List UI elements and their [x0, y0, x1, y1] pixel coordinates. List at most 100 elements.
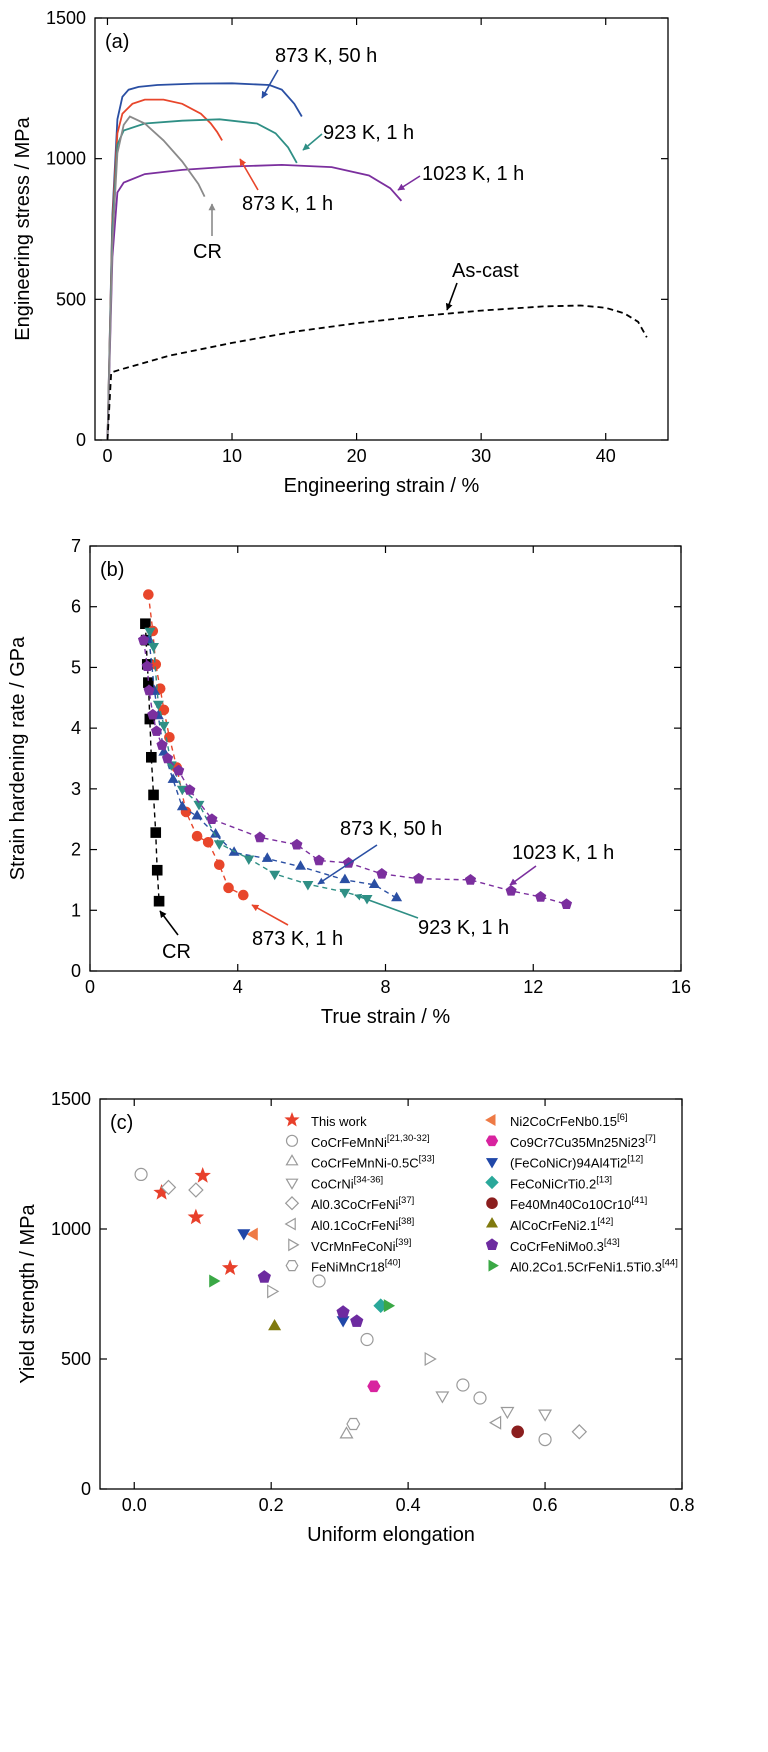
x-tick-label: 20	[347, 446, 367, 466]
x-tick-label: 0.8	[669, 1495, 694, 1515]
plot-frame	[99, 1098, 683, 1490]
legend-marker-al0-3cocrfeni	[284, 1196, 300, 1211]
point-cr	[140, 618, 151, 630]
y-tick-label: 0	[76, 430, 86, 450]
point-873-k-1-h	[143, 589, 154, 600]
y-axis-label: Yield strength / MPa	[17, 1203, 39, 1383]
x-tick-label: 40	[596, 446, 616, 466]
annotation-1023-k-1-h: 1023 K, 1 h	[422, 163, 524, 185]
annotation-cr: CR	[193, 241, 222, 263]
legend-label-feconicr-94al4ti2: (FeCoNiCr)94Al4Ti2[12]	[510, 1154, 643, 1171]
y-tick-label: 0	[81, 1479, 91, 1499]
y-tick-label: 1000	[51, 1219, 91, 1239]
chart-panel-1: 0 10 20 30 40 0 500 1000 1500 Engineering strain …	[12, 8, 669, 497]
point-this-work	[194, 1167, 211, 1183]
point-923-k-1-h	[158, 721, 170, 732]
legend-item-al0-2co1-5crfeni1-5ti0-3: Al0.2Co1.5CrFeNi1.5Ti0.3[44]	[488, 1258, 678, 1275]
point-1023-k-1-h	[141, 660, 153, 672]
x-tick-label: 0	[85, 977, 95, 997]
y-tick-label: 6	[71, 597, 81, 617]
point-873-k-50-h	[191, 809, 203, 820]
y-tick-label: 500	[61, 1349, 91, 1369]
legend-label-cocrfenimo0-3: CoCrFeNiMo0.3[43]	[510, 1237, 620, 1254]
legend-ref: [41]	[631, 1195, 647, 1206]
legend-marker-cocrfemnni-0-5c	[285, 1154, 299, 1166]
x-tick-label: 16	[671, 977, 691, 997]
legend: This work CoCrFeMnNi[21,30-32] CoCrFeMnNi-…	[284, 1111, 678, 1275]
point-al0-2co1-5crfeni1-5ti0-3	[383, 1299, 396, 1313]
legend-label-al0-3cocrfeni: Al0.3CoCrFeNi[37]	[311, 1195, 414, 1212]
legend-item-al0-1cocrfeni: Al0.1CoCrFeNi[38]	[284, 1216, 414, 1233]
point-feconicr-94al4ti2	[237, 1229, 251, 1241]
legend-marker-al0-2co1-5crfeni1-5ti0-3	[488, 1259, 499, 1272]
legend-label-ni2cocrfenb0-15: Ni2CoCrFeNb0.15[6]	[510, 1112, 628, 1129]
y-tick-label: 7	[71, 536, 81, 556]
point-1023-k-1-h	[313, 854, 325, 866]
y-axis-label: Strain hardening rate / GPa	[7, 636, 29, 880]
point-cocrni	[500, 1406, 515, 1420]
legend-marker-co9cr7cu35mn25ni23	[485, 1135, 499, 1147]
legend-item-vcrmnfeconi: VCrMnFeCoNi[39]	[288, 1237, 411, 1254]
curve-873-k-1-h	[106, 98, 223, 441]
y-tick-label: 1000	[46, 149, 86, 169]
x-axis-label: True strain / %	[321, 1006, 451, 1028]
point-al0-2co1-5crfeni1-5ti0-3	[209, 1274, 221, 1288]
y-tick-label: 1500	[46, 8, 86, 28]
x-tick-label: 0.2	[259, 1495, 284, 1515]
point-feconicr-94al4ti2	[336, 1316, 350, 1328]
legend-ref: [38]	[398, 1216, 414, 1227]
legend-marker-cocrfenimo0-3	[485, 1238, 499, 1250]
legend-marker-al0-1cocrfeni	[284, 1217, 296, 1231]
legend-ref: [37]	[398, 1195, 414, 1206]
x-tick-label: 12	[523, 977, 543, 997]
plot-frame	[89, 545, 682, 972]
point-this-work	[187, 1208, 205, 1225]
point-1023-k-1-h	[161, 752, 174, 764]
legend-ref: [13]	[596, 1174, 612, 1185]
point-cocrfemnni-0-5c	[339, 1426, 354, 1439]
point-cr	[148, 789, 159, 801]
point-cocrfenimo0-3	[336, 1305, 350, 1318]
annotation-arrow-923-k-1-h	[302, 133, 323, 151]
point-923-k-1-h	[339, 888, 351, 899]
point-873-k-1-h	[223, 882, 234, 894]
x-tick-label: 0.4	[396, 1495, 421, 1515]
point-fe40mn40co10cr10	[511, 1425, 524, 1439]
legend-marker-fe40mn40co10cr10	[486, 1197, 498, 1209]
curve-873-k-50-h	[148, 640, 397, 899]
point-1023-k-1-h	[137, 634, 150, 645]
point-cocrfenimo0-3	[350, 1314, 364, 1327]
annotation-873-k-50-h: 873 K, 50 h	[275, 45, 377, 67]
curve-1023-k-1-h	[142, 640, 567, 905]
point-vcrmnfeconi	[424, 1351, 437, 1367]
annotation-arrow-873-k-50-h	[261, 69, 279, 99]
point-1023-k-1-h	[184, 784, 196, 795]
legend-marker-vcrmnfeconi	[288, 1238, 300, 1252]
legend-item-al0-3cocrfeni: Al0.3CoCrFeNi[37]	[284, 1195, 414, 1212]
x-tick-label: 4	[233, 977, 243, 997]
point-cocrni	[538, 1409, 553, 1422]
legend-label-al0-1cocrfeni: Al0.1CoCrFeNi[38]	[311, 1216, 414, 1233]
x-tick-label: 0.0	[122, 1495, 147, 1515]
curve-923-k-1-h	[106, 118, 298, 441]
point-1023-k-1-h	[143, 684, 155, 696]
annotation-arrow-873-k-1-h	[239, 158, 259, 191]
point-al0-3cocrfeni	[571, 1424, 588, 1440]
point-873-k-50-h	[368, 878, 380, 889]
annotation-cr: CR	[162, 941, 191, 963]
legend-label-co9cr7cu35mn25ni23: Co9Cr7Cu35Mn25Ni23[7]	[510, 1133, 656, 1150]
legend-item-ni2cocrfenb0-15: Ni2CoCrFeNb0.15[6]	[485, 1112, 628, 1129]
curve-873-k-50-h	[106, 82, 303, 441]
point-923-k-1-h	[302, 880, 314, 891]
legend-marker-this-work	[284, 1111, 300, 1127]
point-873-k-50-h	[176, 800, 188, 811]
point-923-k-1-h	[148, 642, 160, 653]
point-cocrni	[435, 1391, 450, 1404]
x-tick-label: 0	[102, 446, 112, 466]
point-873-k-50-h	[167, 773, 179, 783]
legend-ref: [7]	[645, 1133, 656, 1144]
chart-panel-3: 0.0 0.2 0.4 0.6 0.8 0 500 1000 1500 Uniform elong…	[17, 1089, 695, 1546]
annotation-arrow-873-k-1-h	[251, 904, 289, 926]
annotation-873-k-1-h: 873 K, 1 h	[252, 928, 343, 950]
